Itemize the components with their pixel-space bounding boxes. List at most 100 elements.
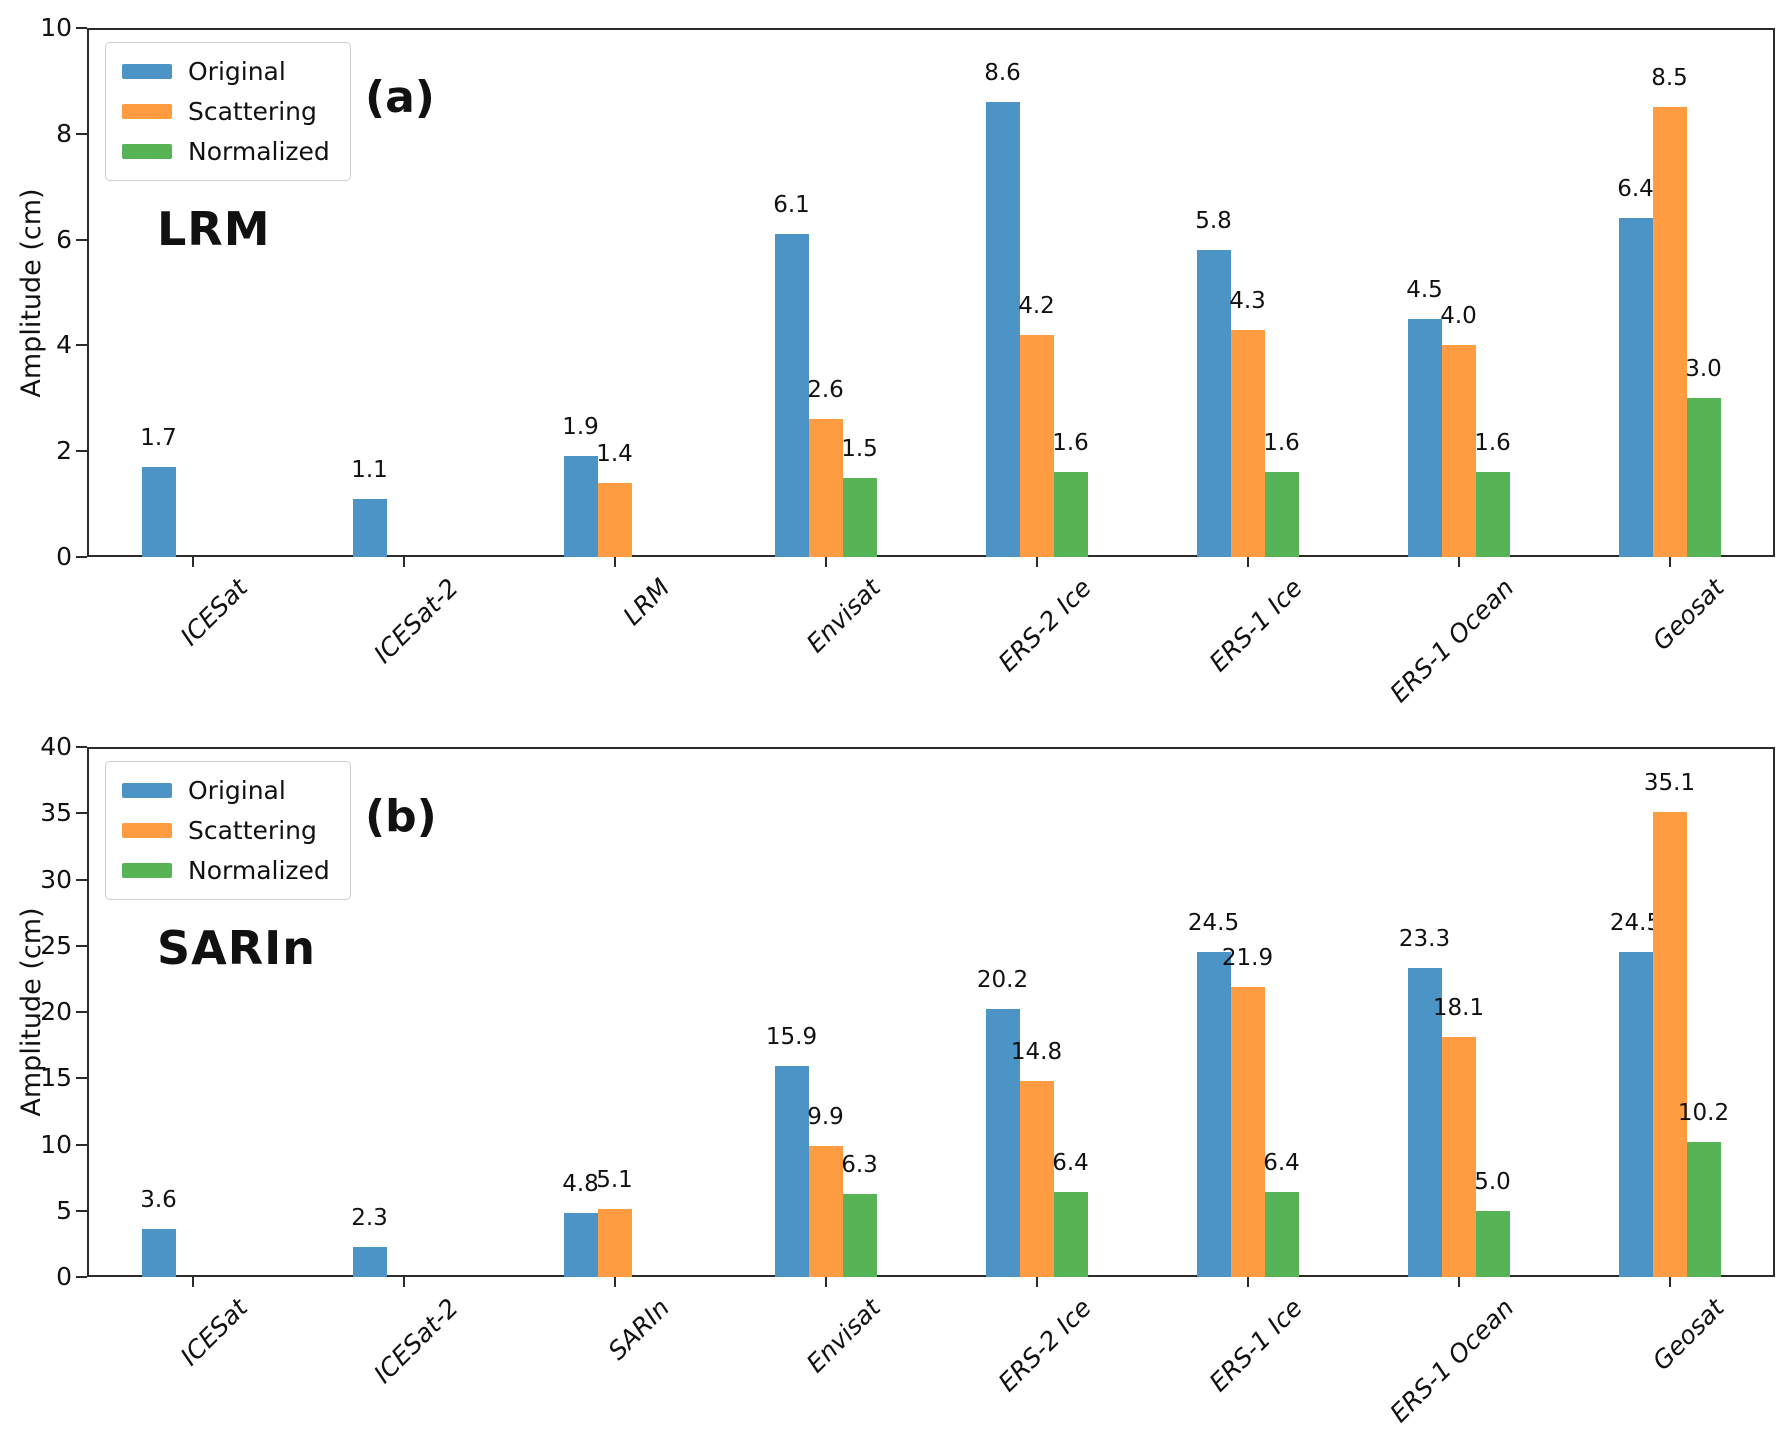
y-tick-mark: [76, 1077, 87, 1080]
legend-label: Original: [188, 57, 286, 86]
y-tick-label: 2: [56, 436, 72, 466]
y-tick-mark: [76, 746, 87, 748]
bar-value-label: 2.6: [807, 377, 844, 404]
y-tick-label: 25: [40, 930, 72, 960]
bar-value-label: 9.9: [807, 1103, 844, 1130]
y-tick-mark: [76, 450, 87, 453]
x-tick-label: Envisat: [800, 1293, 887, 1379]
x-tick-mark: [824, 557, 827, 567]
x-tick-label: Envisat: [800, 573, 887, 659]
bar-value-label: 5.8: [1195, 208, 1232, 235]
y-tick-mark: [76, 238, 87, 241]
bar-normalized: [1686, 1141, 1721, 1277]
legend-label: Normalized: [188, 856, 330, 885]
x-tick-label: ERS-2 Ice: [992, 1293, 1098, 1398]
bar-scattering: [1441, 1037, 1476, 1277]
bar-scattering: [597, 482, 632, 557]
panel-label-b: (b): [365, 791, 437, 842]
bar-value-label: 6.4: [1617, 176, 1654, 203]
y-tick-label: 40: [40, 732, 72, 761]
x-tick-label: ICESat-2: [368, 573, 465, 669]
bar-value-label: 1.1: [351, 456, 388, 483]
bar-original: [1407, 968, 1442, 1277]
bar-value-label: 6.4: [1052, 1150, 1089, 1177]
y-tick-mark: [76, 556, 87, 558]
legend-label: Normalized: [188, 137, 330, 166]
bar-original: [1196, 952, 1231, 1277]
bar-original: [774, 234, 809, 557]
legend: Original Scattering Normalized: [105, 42, 351, 181]
bar-scattering: [808, 419, 843, 557]
y-axis-label: Amplitude (cm): [16, 187, 47, 398]
bar-scattering: [597, 1209, 632, 1277]
bar-value-label: 1.5: [841, 435, 878, 462]
bar-original: [563, 1213, 598, 1277]
x-tick-mark: [1457, 1277, 1460, 1287]
bar-original: [985, 102, 1020, 557]
bar-value-label: 14.8: [1010, 1038, 1063, 1065]
bar-value-label: 1.4: [596, 440, 633, 467]
bar-scattering: [1652, 107, 1687, 557]
x-tick-label: ERS-1 Ice: [1203, 573, 1309, 678]
bar-normalized: [1686, 398, 1721, 557]
x-tick-mark: [191, 557, 194, 567]
bar-original: [352, 498, 387, 557]
y-tick-mark: [76, 1143, 87, 1146]
legend-swatch-normalized-icon: [122, 863, 172, 878]
bar-normalized: [1053, 1192, 1088, 1277]
legend-label: Scattering: [188, 97, 317, 126]
bar-value-label: 4.3: [1229, 287, 1266, 314]
bar-value-label: 21.9: [1221, 944, 1274, 971]
legend-item-scattering: Scattering: [122, 814, 330, 847]
y-tick-label: 35: [40, 798, 72, 828]
y-tick-mark: [76, 27, 87, 29]
bar-value-label: 20.2: [976, 967, 1029, 994]
x-tick-label: Geosat: [1647, 1293, 1731, 1376]
legend-item-original: Original: [122, 55, 330, 88]
bar-normalized: [842, 477, 877, 557]
x-tick-label: ICESat: [174, 1293, 254, 1372]
plot-area-b: Original Scattering Normalized (b) SARIn: [87, 747, 1775, 1277]
x-tick-mark: [824, 1277, 827, 1287]
legend-swatch-scattering-icon: [122, 104, 172, 119]
bar-original: [1618, 952, 1653, 1277]
x-tick-mark: [1457, 557, 1460, 567]
x-tick-mark: [1246, 557, 1249, 567]
y-tick-label: 20: [40, 997, 72, 1026]
y-tick-mark: [76, 812, 87, 815]
x-tick-mark: [402, 557, 405, 567]
chart-title-lrm: LRM: [157, 202, 271, 256]
x-tick-mark: [402, 1277, 405, 1287]
bar-value-label: 1.6: [1052, 430, 1089, 457]
bar-value-label: 23.3: [1398, 926, 1451, 953]
legend-swatch-original-icon: [122, 64, 172, 79]
bar-value-label: 15.9: [765, 1024, 818, 1051]
bar-scattering: [808, 1145, 843, 1277]
bar-original: [1196, 250, 1231, 557]
bar-value-label: 18.1: [1432, 995, 1485, 1022]
y-tick-label: 0: [56, 542, 72, 571]
y-tick-mark: [76, 1011, 87, 1013]
bar-value-label: 24.5: [1187, 910, 1240, 937]
bar-value-label: 5.0: [1474, 1168, 1511, 1195]
legend-label: Original: [188, 776, 286, 805]
x-tick-mark: [1035, 557, 1038, 567]
x-tick-label: ICESat-2: [368, 1293, 465, 1389]
bar-scattering: [1019, 334, 1054, 557]
bar-value-label: 6.4: [1263, 1150, 1300, 1177]
bar-value-label: 6.1: [773, 192, 810, 219]
legend-swatch-normalized-icon: [122, 144, 172, 159]
panel-label-a: (a): [365, 72, 435, 123]
y-tick-label: 8: [56, 118, 72, 148]
y-tick-label: 4: [56, 330, 72, 360]
bar-value-label: 10.2: [1677, 1099, 1730, 1126]
bar-value-label: 4.2: [1018, 292, 1055, 319]
bar-scattering: [1019, 1080, 1054, 1277]
bar-scattering: [1652, 811, 1687, 1277]
y-tick-label: 10: [40, 13, 72, 42]
x-tick-label: SARIn: [602, 1293, 676, 1366]
y-tick-label: 30: [40, 864, 72, 894]
y-tick-label: 6: [56, 224, 72, 254]
bar-original: [563, 456, 598, 557]
bar-original: [985, 1009, 1020, 1277]
